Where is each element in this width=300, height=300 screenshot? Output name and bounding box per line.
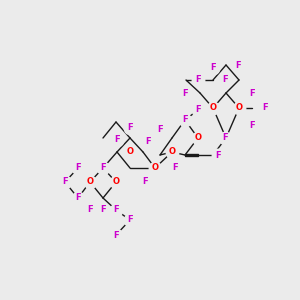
Text: F: F [142, 178, 148, 187]
Text: F: F [195, 106, 201, 115]
Text: F: F [100, 164, 106, 172]
Text: F: F [75, 194, 81, 202]
Text: O: O [236, 103, 242, 112]
Text: F: F [222, 76, 228, 85]
Text: F: F [127, 124, 133, 133]
Text: F: F [182, 116, 188, 124]
Text: O: O [86, 178, 94, 187]
Text: O: O [194, 134, 202, 142]
Text: F: F [127, 215, 133, 224]
Text: F: F [262, 103, 268, 112]
Text: F: F [215, 151, 221, 160]
Text: F: F [114, 136, 120, 145]
Text: F: F [113, 206, 119, 214]
Text: F: F [172, 164, 178, 172]
Text: F: F [87, 206, 93, 214]
Text: O: O [112, 178, 119, 187]
Text: F: F [145, 137, 151, 146]
Text: F: F [113, 230, 119, 239]
Text: O: O [127, 148, 134, 157]
Text: O: O [152, 164, 158, 172]
Text: F: F [235, 61, 241, 70]
Text: O: O [209, 103, 217, 112]
Text: F: F [195, 76, 201, 85]
Text: F: F [157, 125, 163, 134]
Text: F: F [62, 178, 68, 187]
Text: F: F [222, 134, 228, 142]
Text: O: O [169, 148, 176, 157]
Text: F: F [210, 64, 216, 73]
Text: F: F [75, 164, 81, 172]
Text: F: F [182, 88, 188, 98]
Text: F: F [100, 206, 106, 214]
Text: F: F [249, 121, 255, 130]
Text: F: F [249, 88, 255, 98]
